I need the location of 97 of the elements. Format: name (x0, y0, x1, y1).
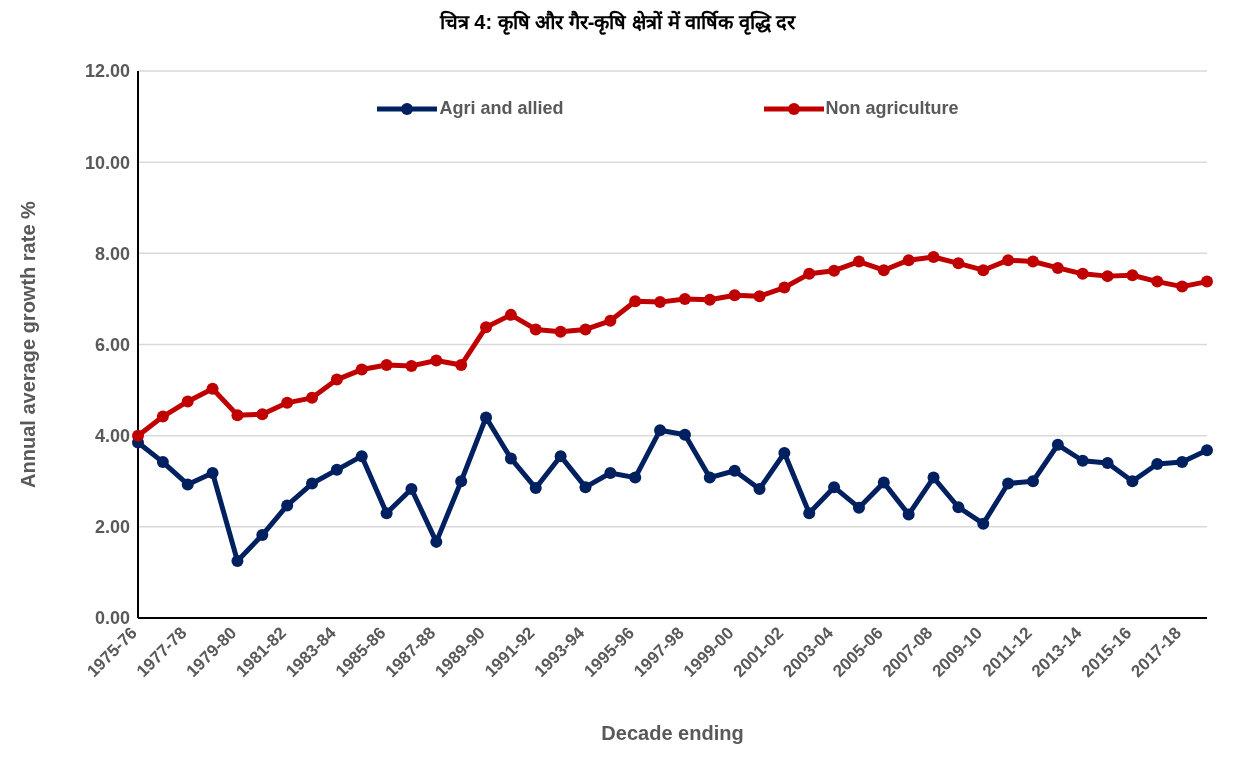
y-tick-label: 8.00 (94, 243, 130, 264)
point (355, 363, 368, 376)
y-tick-label: 4.00 (94, 426, 130, 447)
point (604, 314, 617, 327)
point (1026, 475, 1039, 488)
point (579, 481, 592, 494)
point (405, 483, 418, 495)
point (1051, 438, 1064, 451)
point (181, 478, 194, 491)
point (828, 481, 841, 494)
point (952, 257, 965, 270)
point (852, 501, 865, 514)
point (1151, 457, 1164, 470)
point (778, 446, 791, 459)
point (306, 391, 319, 404)
point (231, 555, 244, 568)
point (181, 395, 194, 408)
point (306, 477, 319, 490)
point (1002, 254, 1015, 267)
point (678, 292, 691, 305)
point (231, 409, 244, 422)
point (156, 410, 169, 423)
y-tick-label: 10.00 (84, 152, 130, 173)
point (355, 450, 368, 463)
y-tick-label: 6.00 (94, 334, 130, 355)
point (778, 281, 791, 294)
point (455, 359, 468, 372)
point (952, 501, 965, 514)
point (330, 373, 343, 386)
point (927, 471, 940, 484)
point (206, 467, 219, 480)
legend-label: Agri and allied (439, 98, 564, 119)
point (156, 456, 169, 469)
point (1026, 255, 1039, 268)
point (504, 452, 517, 465)
point (256, 408, 269, 421)
point (678, 428, 691, 441)
point (554, 325, 567, 338)
point (927, 250, 940, 263)
legend-label: Non agriculture (825, 98, 959, 119)
point (629, 471, 642, 484)
point (206, 382, 219, 395)
point (753, 483, 766, 495)
y-tick-label: 12.00 (84, 61, 130, 82)
x-axis-title: Decade ending (601, 722, 744, 744)
point (579, 323, 592, 336)
point (529, 482, 542, 495)
point (629, 295, 642, 308)
point (1051, 261, 1064, 274)
point (380, 359, 393, 372)
point (654, 424, 667, 437)
point (852, 255, 865, 268)
point (1076, 267, 1089, 280)
point (405, 359, 418, 372)
point (281, 499, 294, 512)
point (256, 529, 269, 542)
point (877, 264, 890, 277)
point (1002, 477, 1015, 490)
point (529, 323, 542, 336)
point (430, 354, 443, 367)
point (504, 308, 517, 321)
point (380, 507, 393, 520)
point (1076, 454, 1089, 467)
point (281, 396, 294, 409)
point (554, 450, 567, 463)
point (1126, 269, 1139, 282)
point (330, 463, 343, 476)
point (902, 508, 915, 521)
point (604, 467, 617, 480)
point (455, 475, 468, 488)
point (480, 321, 493, 334)
point (703, 293, 716, 306)
point (753, 290, 766, 303)
point (1151, 275, 1164, 288)
point (1101, 270, 1114, 283)
point (828, 264, 841, 277)
point (803, 267, 816, 280)
point (654, 296, 667, 309)
point (803, 507, 816, 520)
point (1126, 475, 1139, 488)
point (877, 476, 890, 489)
point (1201, 444, 1213, 457)
point (1201, 275, 1213, 288)
point (977, 517, 990, 530)
point (728, 289, 741, 302)
y-tick-label: 0.00 (94, 608, 130, 629)
y-tick-label: 2.00 (94, 517, 130, 538)
point (703, 471, 716, 484)
point (1101, 457, 1114, 470)
chart-title: चित्र 4: कृषि और गैर-कृषि क्षेत्रों में वार्षिक वृद्धि दर (438, 9, 797, 37)
point (902, 254, 915, 267)
y-axis-title: Annual average growth rate % (17, 200, 40, 488)
point (977, 264, 990, 277)
point (728, 464, 741, 477)
point (1176, 456, 1189, 469)
point (1176, 280, 1189, 293)
point (132, 429, 144, 442)
